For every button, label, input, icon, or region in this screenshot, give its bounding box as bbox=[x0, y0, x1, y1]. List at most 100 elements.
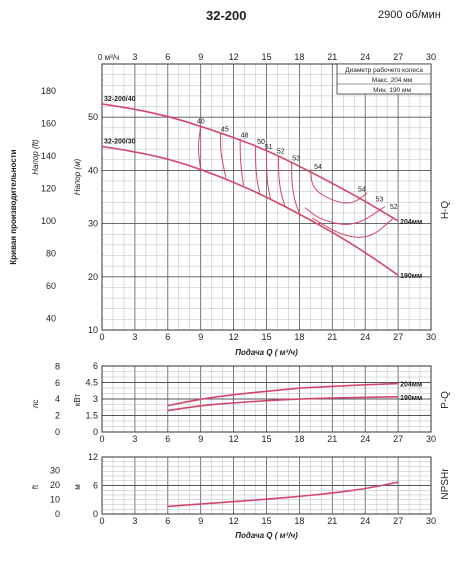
legend-max: Макс. 204 мм bbox=[372, 77, 413, 84]
pq-y-tick-hp: 2 bbox=[55, 411, 60, 421]
hq-curve-204мм bbox=[101, 103, 399, 222]
top-x-tick: 3 bbox=[132, 52, 137, 62]
hq-x-tick: 3 bbox=[132, 332, 137, 342]
pq-y-label-kw: кВт bbox=[73, 394, 82, 407]
pq-x-tick: 27 bbox=[393, 434, 403, 444]
pq-y-tick-hp: 6 bbox=[55, 378, 60, 388]
npsh-y-tick-ft: 20 bbox=[50, 480, 60, 490]
npsh-frame bbox=[101, 456, 432, 515]
pq-x-tick: 30 bbox=[426, 434, 436, 444]
hq-x-tick: 12 bbox=[229, 332, 239, 342]
hq-y-tick-m: 50 bbox=[88, 112, 98, 122]
efficiency-label: 53 bbox=[292, 155, 300, 162]
npsh-y-tick-ft: 0 bbox=[55, 509, 60, 519]
npsh-curve bbox=[167, 481, 399, 508]
hq-x-tick: 24 bbox=[360, 332, 370, 342]
npsh-y-tick-m: 0 bbox=[93, 509, 98, 519]
hq-y-tick-ft: 120 bbox=[41, 184, 56, 194]
npsh-y-label-ft: ft bbox=[31, 484, 40, 489]
hq-x-tick: 9 bbox=[198, 332, 203, 342]
curve-layer bbox=[101, 103, 399, 508]
hq-x-tick: 0 bbox=[99, 332, 104, 342]
npsh-x-tick: 21 bbox=[327, 516, 337, 526]
npsh-x-tick: 27 bbox=[393, 516, 403, 526]
npsh-x-tick: 15 bbox=[261, 516, 271, 526]
efficiency-label: 54 bbox=[314, 164, 322, 171]
grid-layer bbox=[101, 63, 432, 515]
top-x-tick: 12 bbox=[229, 52, 239, 62]
pq-y-tick-kw: 0 bbox=[93, 427, 98, 437]
hq-y-tick-m: 20 bbox=[88, 272, 98, 282]
npsh-x-tick: 0 bbox=[99, 516, 104, 526]
hq-x-tick: 21 bbox=[327, 332, 337, 342]
efficiency-contour bbox=[239, 138, 244, 186]
efficiency-contour bbox=[312, 217, 393, 238]
efficiency-contour bbox=[304, 206, 386, 225]
pq-y-tick-kw: 1.5 bbox=[85, 411, 98, 421]
npsh-x-tick: 24 bbox=[360, 516, 370, 526]
speed-label: 2900 об/мин bbox=[378, 9, 441, 21]
pq-x-tick: 21 bbox=[327, 434, 337, 444]
hq-y-tick-ft: 160 bbox=[41, 119, 56, 129]
pq-y-tick-kw: 3 bbox=[93, 394, 98, 404]
legend-title: Диаметр рабочего колеса bbox=[345, 66, 423, 74]
pq-x-tick: 15 bbox=[261, 434, 271, 444]
pq-frame bbox=[101, 365, 432, 433]
efficiency-label: 53 bbox=[376, 196, 384, 203]
pq-y-tick-hp: 8 bbox=[55, 361, 60, 371]
top-x-unit: 0 м³/ч bbox=[98, 53, 119, 62]
efficiency-contour bbox=[309, 169, 368, 204]
top-x-tick: 27 bbox=[393, 52, 403, 62]
top-x-tick: 15 bbox=[261, 52, 271, 62]
top-x-tick: 24 bbox=[360, 52, 370, 62]
efficiency-label: 40 bbox=[197, 119, 205, 126]
hq-side-label: H-Q bbox=[440, 201, 451, 220]
efficiency-side-label: Кривая производительности bbox=[9, 149, 18, 264]
hq-curve-start-label: 32-200/40 bbox=[104, 96, 136, 103]
npsh-x-tick: 12 bbox=[229, 516, 239, 526]
npsh-x-tick: 30 bbox=[426, 516, 436, 526]
efficiency-contour bbox=[291, 162, 301, 216]
diameter-legend-box bbox=[336, 63, 432, 95]
npsh-y-tick-ft: 10 bbox=[50, 495, 60, 505]
pq-x-tick: 24 bbox=[360, 434, 370, 444]
pq-curve-190мм bbox=[167, 396, 399, 412]
hq-x-tick: 27 bbox=[393, 332, 403, 342]
efficiency-contour bbox=[198, 126, 202, 170]
top-x-tick: 9 bbox=[198, 52, 203, 62]
hq-y-tick-m: 10 bbox=[88, 325, 98, 335]
hq-y-tick-ft: 180 bbox=[41, 86, 56, 96]
pq-y-label-hp: лс bbox=[31, 400, 40, 409]
pq-x-tick: 12 bbox=[229, 434, 239, 444]
efficiency-label: 52 bbox=[390, 204, 398, 211]
top-x-tick: 21 bbox=[327, 52, 337, 62]
hq-frame bbox=[101, 63, 432, 331]
hq-y-tick-ft: 100 bbox=[41, 216, 56, 226]
hq-x-label: Подача Q ( м³/ч) bbox=[235, 348, 298, 357]
hq-curve-190мм bbox=[101, 145, 399, 276]
legend-min: Мин. 190 мм bbox=[373, 87, 411, 94]
hq-curve-start-label: 32-200/30 bbox=[104, 138, 136, 145]
npsh-y-tick-m: 6 bbox=[93, 481, 98, 491]
efficiency-contour bbox=[255, 145, 261, 195]
pq-x-tick: 3 bbox=[132, 434, 137, 444]
efficiency-contour bbox=[278, 156, 286, 208]
hq-y-tick-ft: 40 bbox=[46, 313, 56, 323]
efficiency-label: 48 bbox=[241, 132, 249, 139]
top-x-tick: 30 bbox=[426, 52, 436, 62]
label-layer: 3 6 9 12 15 18 21 24 27 300 м³/ч0 3 6 9 12 15 18 21 24 27 3… bbox=[9, 52, 451, 540]
hq-y-tick-ft: 80 bbox=[46, 248, 56, 258]
hq-y-tick-ft: 60 bbox=[46, 281, 56, 291]
model-title: 32-200 bbox=[206, 8, 247, 23]
hq-x-tick: 6 bbox=[165, 332, 170, 342]
hq-y-tick-ft: 140 bbox=[41, 151, 56, 161]
npsh-y-tick-ft: 30 bbox=[50, 466, 60, 476]
pq-side-label: P-Q bbox=[440, 391, 451, 409]
top-x-tick: 6 bbox=[165, 52, 170, 62]
efficiency-label: 54 bbox=[358, 187, 366, 194]
npsh-x-tick: 6 bbox=[165, 516, 170, 526]
hq-y-tick-m: 40 bbox=[88, 165, 98, 175]
hq-series-label: 204мм bbox=[400, 219, 422, 226]
efficiency-contour bbox=[219, 133, 227, 178]
